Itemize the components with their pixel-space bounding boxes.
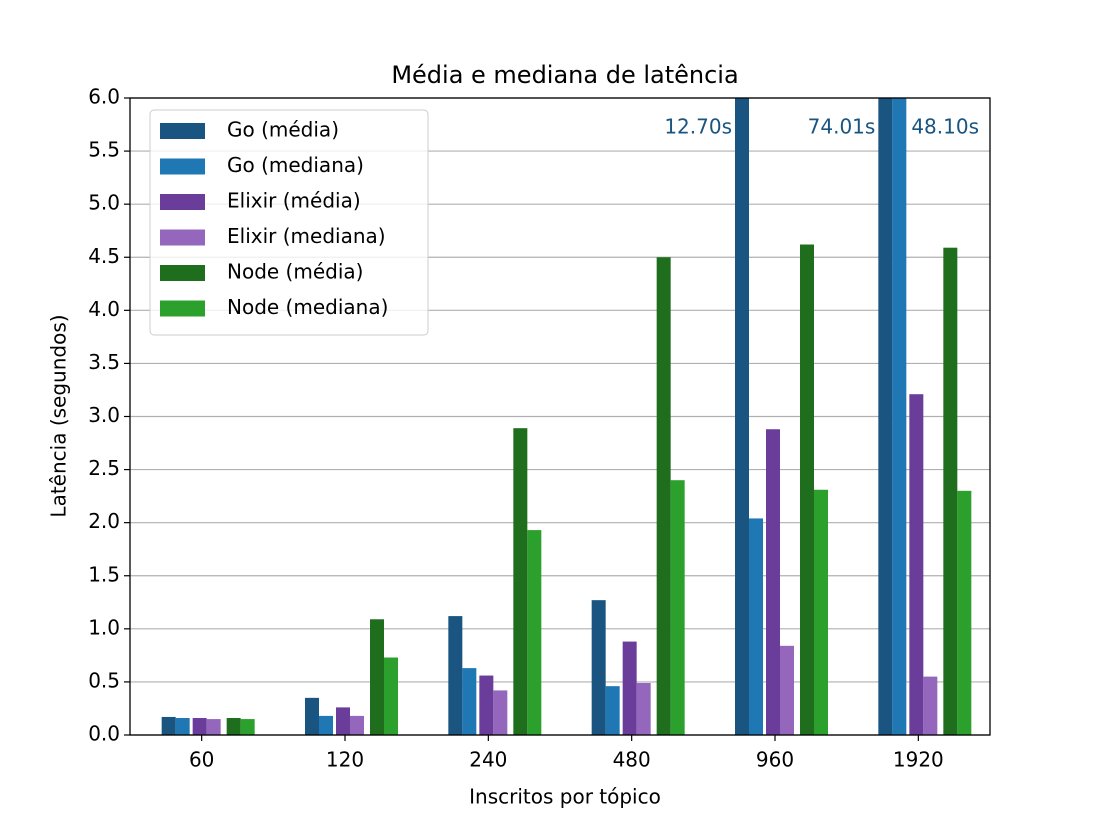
bar (766, 429, 780, 735)
bar (735, 98, 749, 735)
y-tick-label: 4.0 (88, 297, 120, 321)
bar (656, 257, 671, 735)
bar (305, 697, 319, 735)
bar (319, 715, 333, 735)
legend-swatch (160, 158, 205, 175)
legend-swatch (160, 229, 205, 246)
y-tick-label: 3.5 (88, 350, 120, 374)
x-tick-label: 240 (469, 748, 507, 772)
y-tick-label: 2.0 (88, 509, 120, 533)
legend-swatch (160, 123, 205, 139)
x-tick-label: 480 (613, 748, 651, 772)
legend-label: Go (média) (227, 118, 339, 142)
bar (513, 428, 528, 735)
bar (591, 600, 606, 735)
bar (814, 489, 828, 735)
bar (923, 676, 938, 735)
bar (749, 518, 763, 735)
y-tick-label: 2.5 (88, 456, 120, 480)
bar (175, 718, 190, 735)
bar (670, 480, 685, 735)
bar (384, 657, 398, 735)
y-tick-label: 0.0 (88, 722, 120, 746)
y-tick-label: 1.0 (88, 615, 120, 639)
x-tick-label: 120 (326, 748, 364, 772)
bar (800, 244, 814, 735)
bar (636, 682, 651, 735)
bar (622, 641, 637, 735)
value-label: 48.10s (911, 115, 979, 139)
bar (336, 707, 350, 735)
y-axis-label: Latência (segundos) (47, 314, 71, 517)
x-tick-label: 960 (756, 748, 794, 772)
legend-swatch (160, 300, 205, 317)
y-tick-label: 4.5 (88, 244, 120, 268)
bar (192, 718, 207, 735)
x-axis-label: Inscritos por tópico (469, 785, 661, 809)
legend-label: Node (mediana) (227, 295, 388, 319)
x-tick-label: 1920 (893, 748, 944, 772)
bar (605, 686, 620, 735)
legend-label: Elixir (média) (227, 189, 361, 213)
value-label: 74.01s (808, 115, 876, 139)
legend-label: Node (média) (227, 260, 363, 284)
bar (479, 675, 494, 735)
y-tick-label: 3.0 (88, 403, 120, 427)
y-tick-label: 5.5 (88, 138, 120, 162)
bar (943, 247, 958, 735)
legend-swatch (160, 265, 205, 281)
bar (370, 619, 384, 735)
chart-title: Média e mediana de latência (391, 61, 738, 89)
bar (161, 716, 176, 735)
bar (527, 530, 542, 735)
legend-swatch (160, 194, 205, 210)
bar (448, 616, 463, 735)
legend-box (149, 109, 429, 336)
legend-label: Go (mediana) (227, 153, 364, 177)
y-tick-label: 5.0 (88, 191, 120, 215)
bar (780, 645, 794, 735)
bar (240, 719, 255, 735)
bar (878, 98, 893, 735)
bar (957, 490, 972, 735)
legend-label: Elixir (mediana) (227, 224, 386, 248)
bar (493, 690, 508, 735)
bar (892, 98, 907, 735)
bar (909, 394, 924, 735)
y-tick-label: 1.5 (88, 562, 120, 586)
bar (206, 719, 221, 735)
y-tick-label: 0.5 (88, 668, 120, 692)
y-tick-label: 6.0 (88, 85, 120, 109)
bar (462, 668, 477, 735)
value-label: 12.70s (664, 115, 732, 139)
x-tick-label: 60 (189, 748, 214, 772)
bar (226, 718, 241, 735)
bar (350, 715, 364, 735)
